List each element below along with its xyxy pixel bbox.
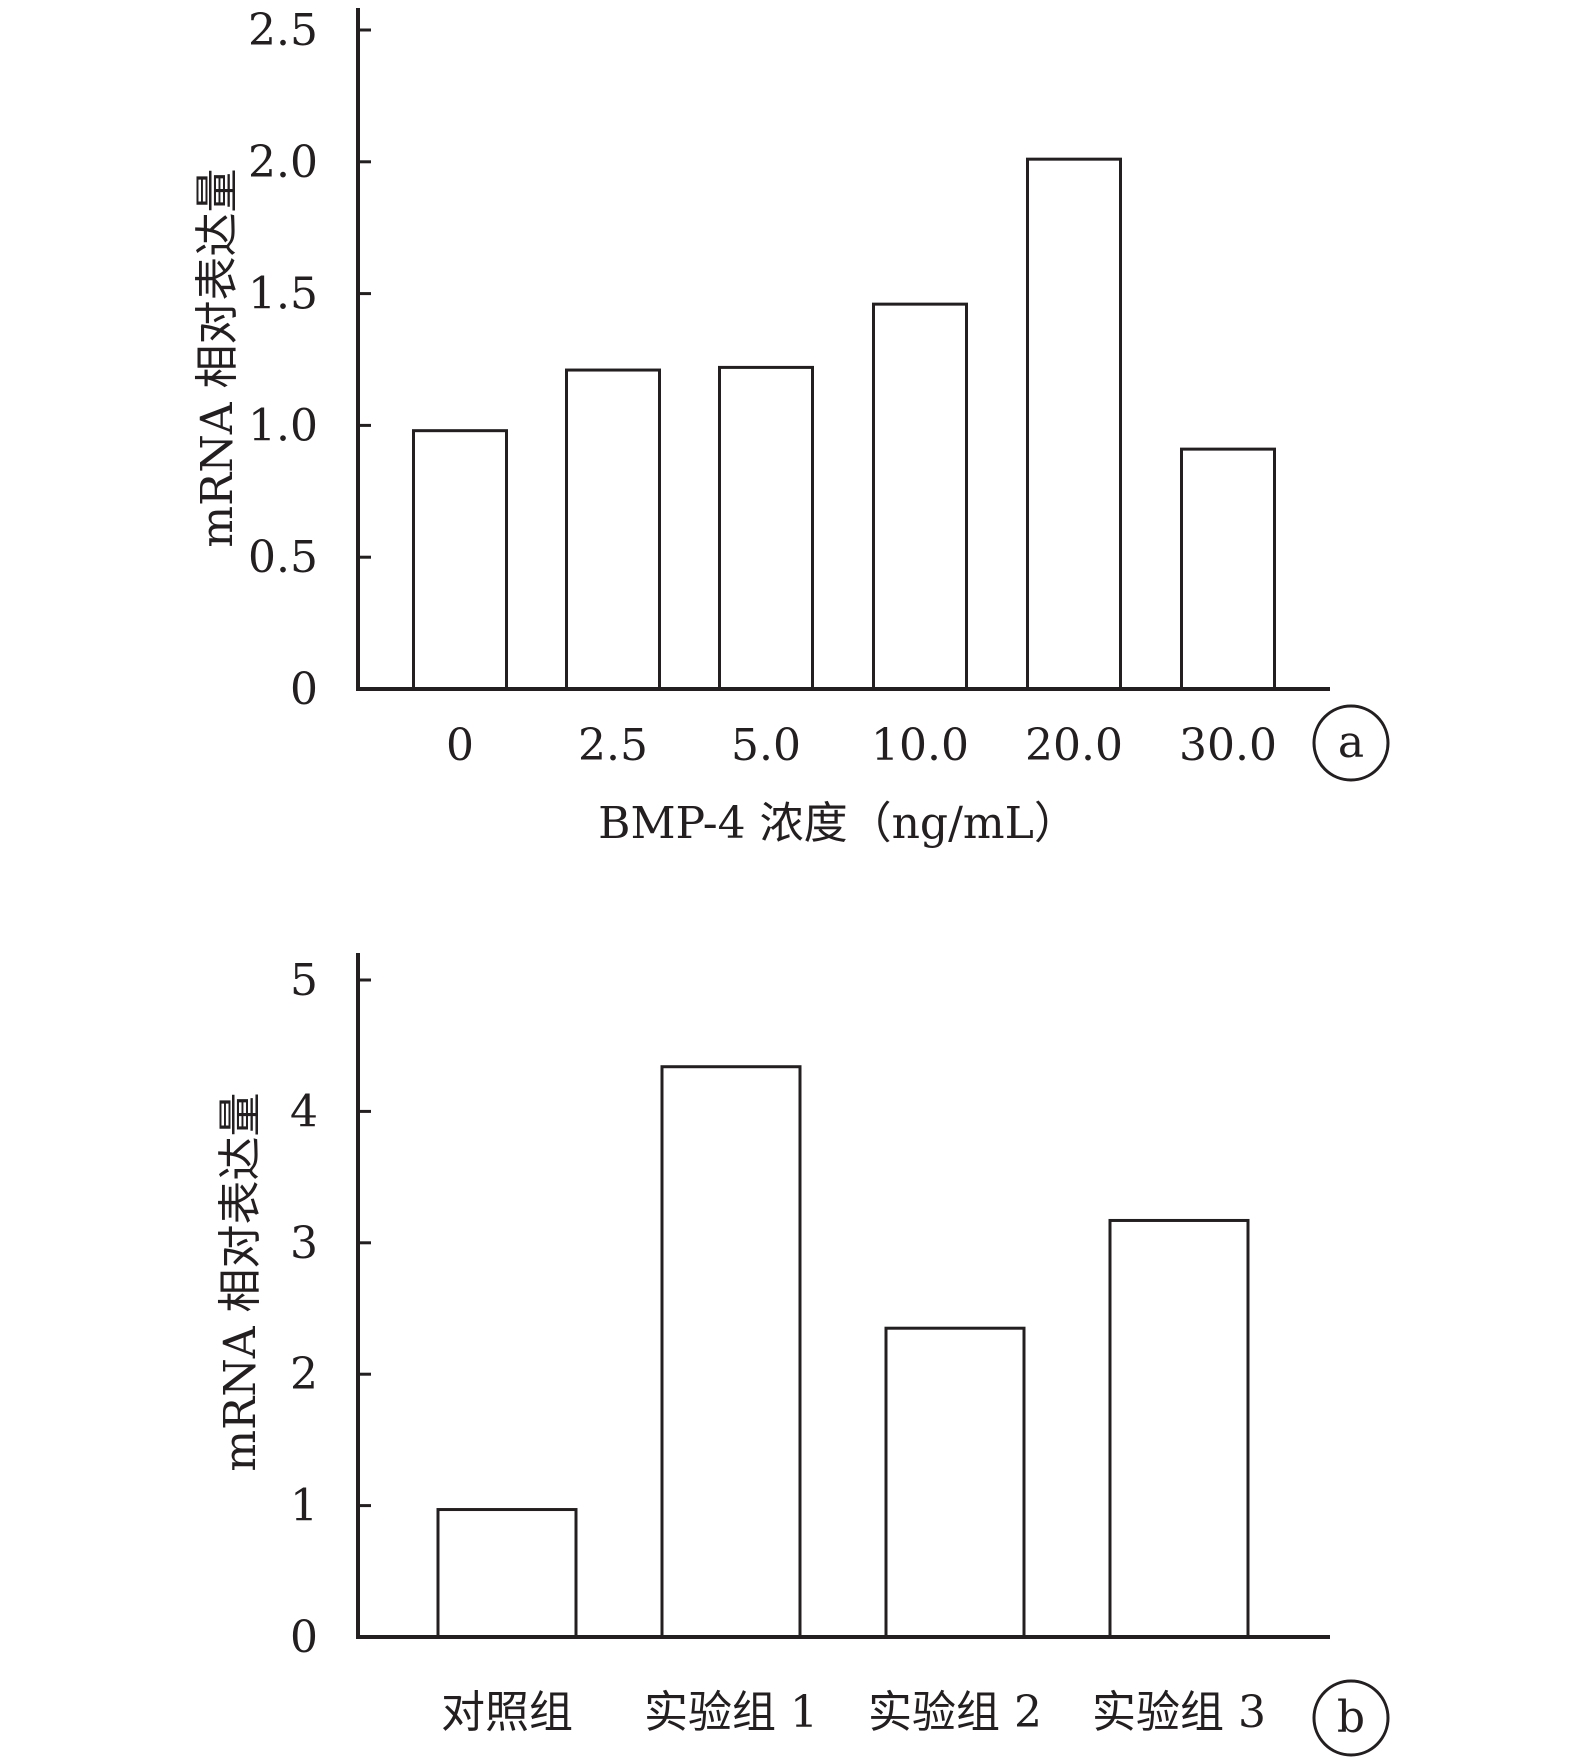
panel-b-y-tick-label-2: 2 [290,1349,318,1400]
panel-a-bars [412,157,1276,691]
panel-b-y-axis-title: mRNA 相对表达量 [215,1092,266,1471]
panel-a-bar-1 [565,368,661,691]
panel-b-chart: 0 1 2 3 4 5 对照组 实验组 1 实验组 2 实验组 3 mRNA 相对表达量 b [215,953,1390,1757]
panel-b-bar-2 [884,1326,1026,1639]
panel-b-y-tick-label-5: 5 [290,955,318,1006]
panel-a-y-tick-label-3: 1.5 [248,269,318,320]
panel-b-x-tick-labels: 对照组 实验组 1 实验组 2 实验组 3 [441,1687,1266,1738]
panel-a-tag: a [1338,717,1364,768]
panel-b-y-tick-label-3: 3 [290,1218,318,1269]
panel-a-y-tick-label-0: 0 [290,664,318,715]
panel-b-bar-1 [660,1065,802,1639]
panel-a-bar-2 [718,365,814,691]
panel-a-y-tick-label-2: 1.0 [248,400,318,451]
panel-a-bar-3 [872,302,968,691]
panel-b-x-tick-label-3: 实验组 3 [1092,1687,1266,1738]
panel-a-x-axis-title: BMP-4 浓度（ng/mL） [598,798,1078,849]
panel-a-chart: 0 0.5 1.0 1.5 2.0 2.5 0 2.5 5.0 10.0 20.0 30.0 mRN… [192,5,1390,849]
panel-a-y-axis-title: mRNA 相对表达量 [192,168,243,547]
panel-a-x-tick-label-0: 0 [446,720,474,771]
panel-b-tag: b [1337,1692,1365,1743]
panel-a-x-tick-label-2: 5.0 [731,720,801,771]
panel-a-x-tick-labels: 0 2.5 5.0 10.0 20.0 30.0 [446,720,1277,771]
panel-a-tag-circle [1312,704,1390,782]
panel-a-y-tick-label-1: 0.5 [248,532,318,583]
panel-b-tag-circle [1312,1679,1390,1757]
panel-b-y-tick-label-0: 0 [290,1612,318,1663]
panel-b-bar-0 [436,1508,578,1639]
panel-b-y-tick-label-4: 4 [290,1086,318,1137]
panel-a-x-tick-label-4: 20.0 [1025,720,1123,771]
panel-a-y-ticks: 0 0.5 1.0 1.5 2.0 2.5 [248,5,371,715]
panel-a-bar-0 [412,429,508,691]
panel-b-bars [436,1065,1250,1639]
panel-b-x-tick-label-1: 实验组 1 [644,1687,818,1738]
panel-b-x-tick-label-2: 实验组 2 [868,1687,1042,1738]
panel-b-bar-3 [1108,1218,1250,1639]
panel-a-y-tick-label-4: 2.0 [248,137,318,188]
panel-b-y-ticks: 0 1 2 3 4 5 [290,955,371,1663]
panel-a-x-tick-label-5: 30.0 [1179,720,1277,771]
panel-b-x-tick-label-0: 对照组 [441,1687,573,1738]
panel-b-y-tick-label-1: 1 [290,1481,318,1532]
panel-a-bar-5 [1180,447,1276,691]
panel-a-y-tick-label-5: 2.5 [248,5,318,56]
panel-a-x-tick-label-1: 2.5 [578,720,648,771]
panel-a-bar-4 [1026,157,1122,691]
panel-a-x-tick-label-3: 10.0 [871,720,969,771]
